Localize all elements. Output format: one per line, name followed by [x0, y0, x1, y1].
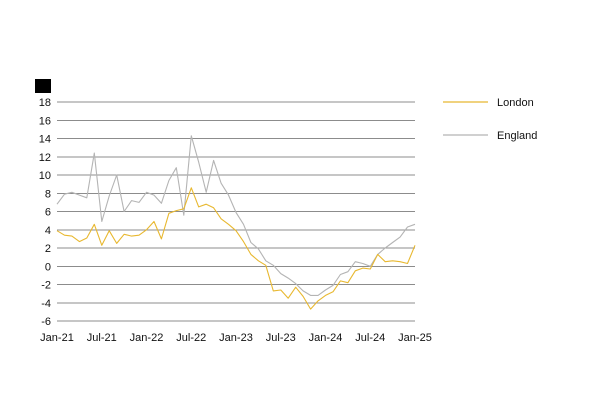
y-tick-label: 16 — [39, 115, 51, 127]
x-tick-label: Jul-24 — [355, 332, 385, 344]
x-tick-label: Jan-24 — [309, 332, 343, 344]
x-tick-label: Jan-25 — [398, 332, 432, 344]
series-line-london — [56, 187, 416, 310]
x-tick-label: Jul-23 — [266, 332, 296, 344]
x-tick-label: Jan-22 — [130, 332, 164, 344]
x-tick-label: Jul-22 — [176, 332, 206, 344]
y-tick-label: 4 — [45, 225, 51, 237]
grid-lines — [57, 101, 415, 322]
y-tick-label: 12 — [39, 152, 51, 164]
y-axis-ticks: 18 16 14 12 10 8 6 4 2 0 -2 -4 -6 — [39, 97, 51, 328]
y-tick-label: 18 — [39, 97, 51, 109]
series-line-england — [56, 135, 416, 296]
y-tick-label: 0 — [45, 261, 51, 273]
legend-label-london: London — [497, 97, 534, 109]
legend-label-england: England — [497, 130, 537, 142]
y-tick-label: 8 — [45, 188, 51, 200]
series-group — [56, 135, 416, 310]
y-tick-label: -2 — [41, 280, 51, 292]
x-axis-ticks: Jan-21 Jul-21 Jan-22 Jul-22 Jan-23 Jul-23 Jan-… — [40, 332, 432, 344]
x-tick-label: Jan-21 — [40, 332, 74, 344]
y-tick-label: -4 — [41, 298, 51, 310]
x-tick-label: Jul-21 — [87, 332, 117, 344]
y-tick-label: 14 — [39, 134, 51, 146]
y-tick-label: -6 — [41, 316, 51, 328]
y-tick-label: 2 — [45, 243, 51, 255]
y-tick-label: 10 — [39, 170, 51, 182]
x-tick-label: Jan-23 — [219, 332, 253, 344]
chart-marker-square — [35, 79, 51, 93]
y-tick-label: 6 — [45, 207, 51, 219]
legend: London England — [443, 97, 537, 142]
